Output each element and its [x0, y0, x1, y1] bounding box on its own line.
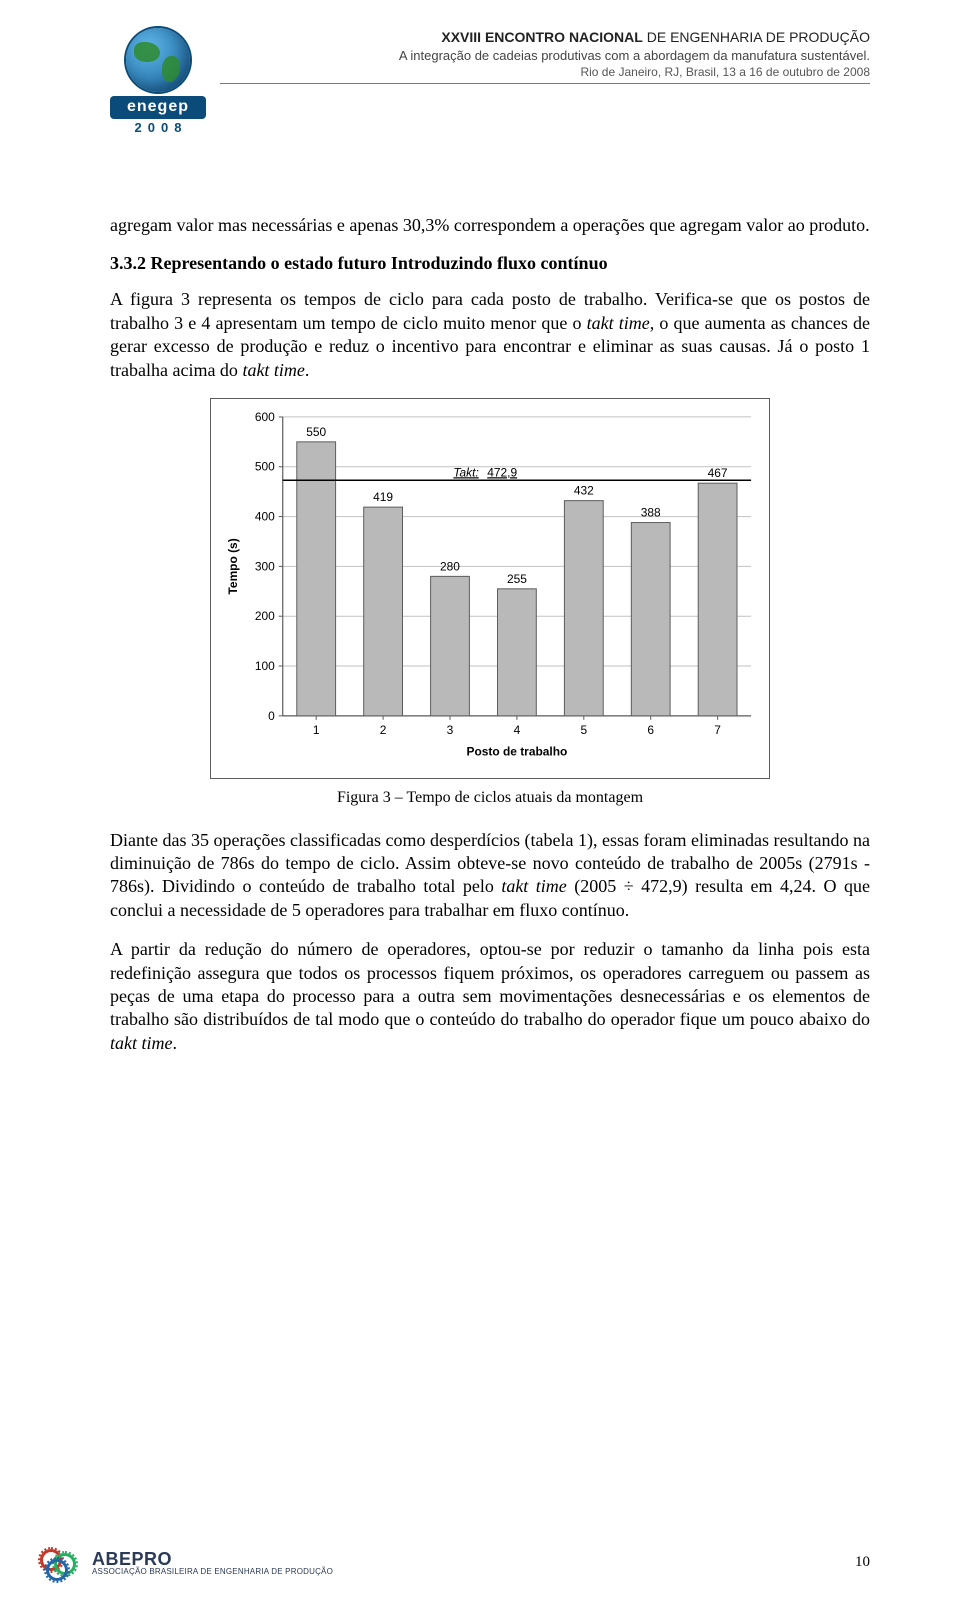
- svg-text:280: 280: [440, 559, 460, 573]
- svg-text:0: 0: [268, 709, 275, 723]
- header-dateline: Rio de Janeiro, RJ, Brasil, 13 a 16 de o…: [220, 64, 870, 80]
- p3-takt: takt time: [501, 876, 566, 896]
- page-header: enegep 2008 XXVIII ENCONTRO NACIONAL DE …: [110, 28, 870, 134]
- paragraph-4: A partir da redução do número de operado…: [110, 938, 870, 1055]
- svg-text:432: 432: [574, 484, 594, 498]
- svg-text:6: 6: [647, 723, 654, 737]
- abepro-logo: ABEPRO ASSOCIAÇÃO BRASILEIRA DE ENGENHAR…: [40, 1547, 333, 1579]
- svg-text:1: 1: [313, 723, 320, 737]
- abepro-name: ABEPRO: [92, 1550, 333, 1568]
- logo-year: 2008: [110, 121, 206, 134]
- svg-text:255: 255: [507, 572, 527, 586]
- header-subtitle: A integração de cadeias produtivas com a…: [220, 47, 870, 65]
- header-title: XXVIII ENCONTRO NACIONAL DE ENGENHARIA D…: [220, 28, 870, 47]
- enegep-logo: enegep 2008: [110, 28, 206, 134]
- paragraph-1: agregam valor mas necessárias e apenas 3…: [110, 214, 870, 237]
- svg-text:Tempo (s): Tempo (s): [226, 538, 240, 594]
- p2-part-e: .: [305, 360, 310, 380]
- globe-icon: [126, 28, 190, 92]
- p4-takt: takt time: [110, 1033, 172, 1053]
- abepro-sub: ASSOCIAÇÃO BRASILEIRA DE ENGENHARIA DE P…: [92, 1568, 333, 1576]
- svg-text:100: 100: [255, 659, 275, 673]
- svg-text:500: 500: [255, 460, 275, 474]
- section-heading: 3.3.2 Representando o estado futuro Intr…: [110, 253, 870, 274]
- abepro-mark-icon: [40, 1547, 84, 1579]
- svg-text:2: 2: [380, 723, 387, 737]
- svg-text:467: 467: [708, 466, 728, 480]
- paragraph-2: A figura 3 representa os tempos de ciclo…: [110, 288, 870, 382]
- svg-text:Posto de trabalho: Posto de trabalho: [466, 745, 567, 759]
- header-rule: [220, 83, 870, 84]
- svg-text:472,9: 472,9: [487, 465, 517, 479]
- svg-text:200: 200: [255, 609, 275, 623]
- p2-takt-2: takt time: [242, 360, 304, 380]
- svg-text:388: 388: [641, 506, 661, 520]
- p4-part-c: .: [172, 1033, 177, 1053]
- header-title-bold: XXVIII ENCONTRO NACIONAL: [441, 29, 642, 45]
- page-number: 10: [855, 1554, 870, 1571]
- svg-text:600: 600: [255, 410, 275, 424]
- chart-svg: 0 100 200 300 400 500 600 550 1 419 2 280 3 255 4 432 5 3…: [211, 399, 769, 778]
- cycle-time-chart: 0 100 200 300 400 500 600 550 1 419 2 280 3 255 4 432 5 3…: [210, 398, 770, 779]
- logo-name: enegep: [110, 96, 206, 119]
- svg-text:4: 4: [514, 723, 521, 737]
- svg-text:Takt:: Takt:: [453, 465, 478, 479]
- figure-caption: Figura 3 – Tempo de ciclos atuais da mon…: [110, 789, 870, 807]
- svg-text:400: 400: [255, 510, 275, 524]
- svg-text:550: 550: [306, 425, 326, 439]
- header-title-rest: DE ENGENHARIA DE PRODUÇÃO: [643, 29, 870, 45]
- svg-text:7: 7: [714, 723, 721, 737]
- svg-text:5: 5: [580, 723, 587, 737]
- p2-takt-1: takt time: [587, 313, 650, 333]
- paragraph-3: Diante das 35 operações classificadas co…: [110, 829, 870, 923]
- svg-text:300: 300: [255, 559, 275, 573]
- p4-part-a: A partir da redução do número de operado…: [110, 939, 870, 1029]
- svg-text:3: 3: [447, 723, 454, 737]
- svg-text:419: 419: [373, 490, 393, 504]
